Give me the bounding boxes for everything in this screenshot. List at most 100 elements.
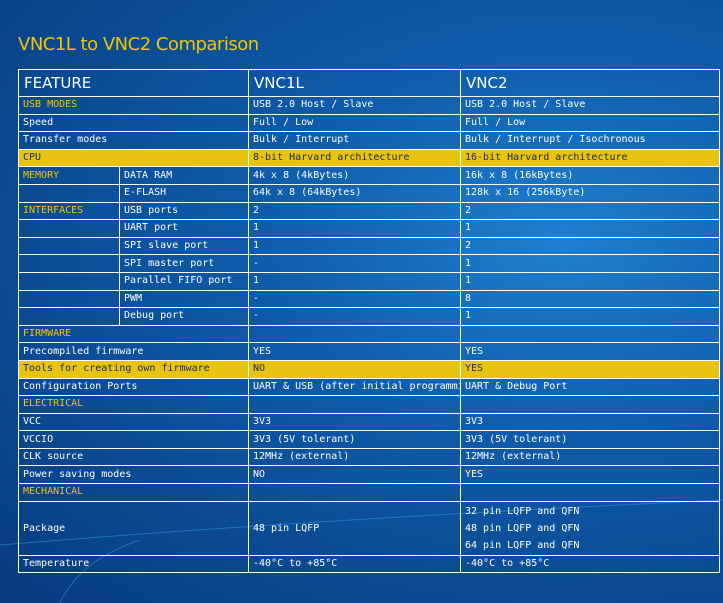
cell-vnc1l: 12MHz (external)	[248, 447, 461, 467]
row-sublabel: E-FLASH	[119, 183, 249, 203]
empty-cell	[248, 483, 461, 502]
cell-vnc1l: -	[248, 254, 461, 273]
cell-vnc2: YES	[460, 465, 720, 485]
cell-vnc1l: 1	[248, 219, 461, 238]
row-label: VCCIO	[18, 430, 249, 449]
table-header-row: FEATURE VNC1L VNC2	[18, 69, 720, 97]
cell-vnc2: 12MHz (external)	[460, 447, 720, 467]
cell-vnc2: 1	[460, 219, 720, 238]
row-label: Transfer modes	[18, 131, 249, 150]
row-label: VCC	[18, 412, 249, 432]
table-row: MECHANICAL	[18, 483, 720, 502]
row-sublabel: SPI slave port	[119, 236, 249, 256]
section-usb-modes: USB MODES	[18, 96, 249, 115]
cell-vnc1l: -40°C to +85°C	[248, 554, 461, 574]
cell-vnc2: 1	[460, 307, 720, 326]
empty-cell	[460, 395, 720, 414]
header-feature: FEATURE	[18, 69, 249, 97]
table-row: Tools for creating own firmware NO YES	[18, 359, 720, 379]
cell-vnc1l: NO	[248, 465, 461, 485]
cell-vnc1l: 3V3 (5V tolerant)	[248, 430, 461, 449]
cell-vnc1l: Full / Low	[248, 113, 461, 133]
table-row: CLK source 12MHz (external) 12MHz (exter…	[18, 447, 720, 467]
table-row: UART port 1 1	[18, 219, 720, 238]
section-electrical: ELECTRICAL	[18, 395, 249, 414]
cell-vnc2: Bulk / Interrupt / Isochronous	[460, 131, 720, 150]
empty-cell	[18, 183, 120, 203]
table-row: Speed Full / Low Full / Low	[18, 113, 720, 133]
table-row: SPI master port - 1	[18, 254, 720, 273]
table-row: Debug port - 1	[18, 307, 720, 326]
cell-vnc2: 2	[460, 201, 720, 221]
row-label: Power saving modes	[18, 465, 249, 485]
row-label: Package	[18, 500, 249, 556]
row-sublabel: DATA RAM	[119, 166, 249, 185]
table-row: Transfer modes Bulk / Interrupt Bulk / I…	[18, 131, 720, 150]
table-row: INTERFACES USB ports 2 2	[18, 201, 720, 221]
cell-vnc1l: NO	[248, 359, 461, 379]
cell-vnc1l: 8-bit Harvard architecture	[248, 148, 461, 168]
package-option: 48 pin LQFP and QFN	[465, 522, 580, 534]
empty-cell	[460, 483, 720, 502]
cell-vnc2: 32 pin LQFP and QFN 48 pin LQFP and QFN …	[460, 500, 720, 556]
table-row: ELECTRICAL	[18, 395, 720, 414]
table-row: USB MODES USB 2.0 Host / Slave USB 2.0 H…	[18, 96, 720, 115]
package-option: 64 pin LQFP and QFN	[465, 539, 580, 551]
table-row: PWM - 8	[18, 289, 720, 309]
row-label: Configuration Ports	[18, 377, 249, 397]
section-mechanical: MECHANICAL	[18, 483, 249, 502]
empty-cell	[18, 219, 120, 238]
section-firmware: FIRMWARE	[18, 324, 249, 344]
cell-vnc2: 2	[460, 236, 720, 256]
table-row: Temperature -40°C to +85°C -40°C to +85°…	[18, 554, 720, 574]
section-cpu: CPU	[18, 148, 249, 168]
cell-vnc2: USB 2.0 Host / Slave	[460, 96, 720, 115]
cell-vnc2: 16k x 8 (16kBytes)	[460, 166, 720, 185]
cell-vnc2: 1	[460, 254, 720, 273]
cell-vnc2: 3V3 (5V tolerant)	[460, 430, 720, 449]
cell-vnc2: YES	[460, 342, 720, 361]
table-row: Parallel FIFO port 1 1	[18, 271, 720, 291]
table-row: VCCIO 3V3 (5V tolerant) 3V3 (5V tolerant…	[18, 430, 720, 449]
table-row: E-FLASH 64k x 8 (64kBytes) 128k x 16 (25…	[18, 183, 720, 203]
cell-vnc2: UART & Debug Port	[460, 377, 720, 397]
row-label: Speed	[18, 113, 249, 133]
cell-vnc2: Full / Low	[460, 113, 720, 133]
cell-vnc1l: UART & USB (after initial programming)	[248, 377, 461, 397]
empty-cell	[248, 324, 461, 344]
row-sublabel: USB ports	[119, 201, 249, 221]
page-title: VNC1L to VNC2 Comparison	[18, 34, 259, 55]
cell-vnc1l: USB 2.0 Host / Slave	[248, 96, 461, 115]
package-option: 32 pin LQFP and QFN	[465, 505, 580, 517]
row-label: Precompiled firmware	[18, 342, 249, 361]
cell-vnc2: 8	[460, 289, 720, 309]
row-label: CLK source	[18, 447, 249, 467]
table-row: CPU 8-bit Harvard architecture 16-bit Ha…	[18, 148, 720, 168]
cell-vnc2: -40°C to +85°C	[460, 554, 720, 574]
cell-vnc2: 3V3	[460, 412, 720, 432]
section-interfaces: INTERFACES	[18, 201, 120, 221]
table-row: SPI slave port 1 2	[18, 236, 720, 256]
row-label: Tools for creating own firmware	[18, 359, 249, 379]
table-row: Power saving modes NO YES	[18, 465, 720, 485]
cell-vnc1l: 1	[248, 271, 461, 291]
row-sublabel: SPI master port	[119, 254, 249, 273]
table-row: MEMORY DATA RAM 4k x 8 (4kBytes) 16k x 8…	[18, 166, 720, 185]
cell-vnc1l: 48 pin LQFP	[248, 500, 461, 556]
empty-cell	[18, 254, 120, 273]
cell-vnc1l: Bulk / Interrupt	[248, 131, 461, 150]
table-row: Precompiled firmware YES YES	[18, 342, 720, 361]
cell-vnc1l: 1	[248, 236, 461, 256]
row-sublabel: UART port	[119, 219, 249, 238]
comparison-table: FEATURE VNC1L VNC2 USB MODES USB 2.0 Hos…	[18, 69, 720, 574]
cell-vnc1l: 64k x 8 (64kBytes)	[248, 183, 461, 203]
cell-vnc1l: -	[248, 289, 461, 309]
row-sublabel: Debug port	[119, 307, 249, 326]
table-row: FIRMWARE	[18, 324, 720, 344]
cell-vnc2: 16-bit Harvard architecture	[460, 148, 720, 168]
cell-vnc1l: 2	[248, 201, 461, 221]
row-label: Temperature	[18, 554, 249, 574]
cell-vnc1l: -	[248, 307, 461, 326]
empty-cell	[18, 271, 120, 291]
row-sublabel: PWM	[119, 289, 249, 309]
